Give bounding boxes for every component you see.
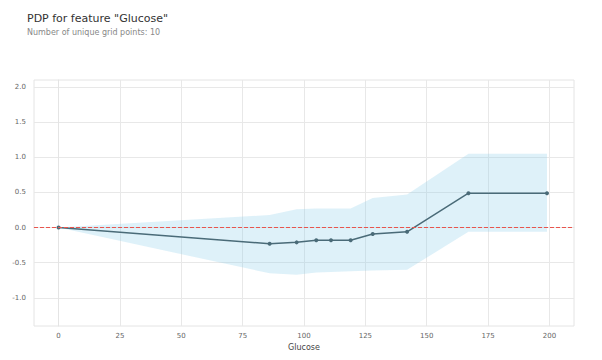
svg-text:0: 0 bbox=[56, 332, 60, 340]
svg-text:50: 50 bbox=[177, 332, 186, 340]
svg-text:25: 25 bbox=[115, 332, 124, 340]
svg-text:Glucose: Glucose bbox=[288, 343, 320, 352]
svg-text:125: 125 bbox=[359, 332, 372, 340]
svg-text:-0.5: -0.5 bbox=[12, 259, 26, 267]
svg-text:75: 75 bbox=[238, 332, 247, 340]
svg-text:Number of unique grid points:: Number of unique grid points: 10 bbox=[27, 28, 160, 37]
svg-text:100: 100 bbox=[297, 332, 310, 340]
svg-text:150: 150 bbox=[420, 332, 433, 340]
svg-text:0.5: 0.5 bbox=[15, 188, 26, 196]
svg-text:1.5: 1.5 bbox=[15, 118, 26, 126]
svg-text:2.0: 2.0 bbox=[15, 83, 26, 91]
svg-text:1.0: 1.0 bbox=[15, 153, 26, 161]
svg-text:0.0: 0.0 bbox=[15, 224, 26, 232]
svg-text:200: 200 bbox=[543, 332, 556, 340]
svg-text:175: 175 bbox=[481, 332, 494, 340]
svg-text:PDP for feature "Glucose": PDP for feature "Glucose" bbox=[27, 12, 168, 25]
svg-text:-1.0: -1.0 bbox=[12, 294, 26, 302]
